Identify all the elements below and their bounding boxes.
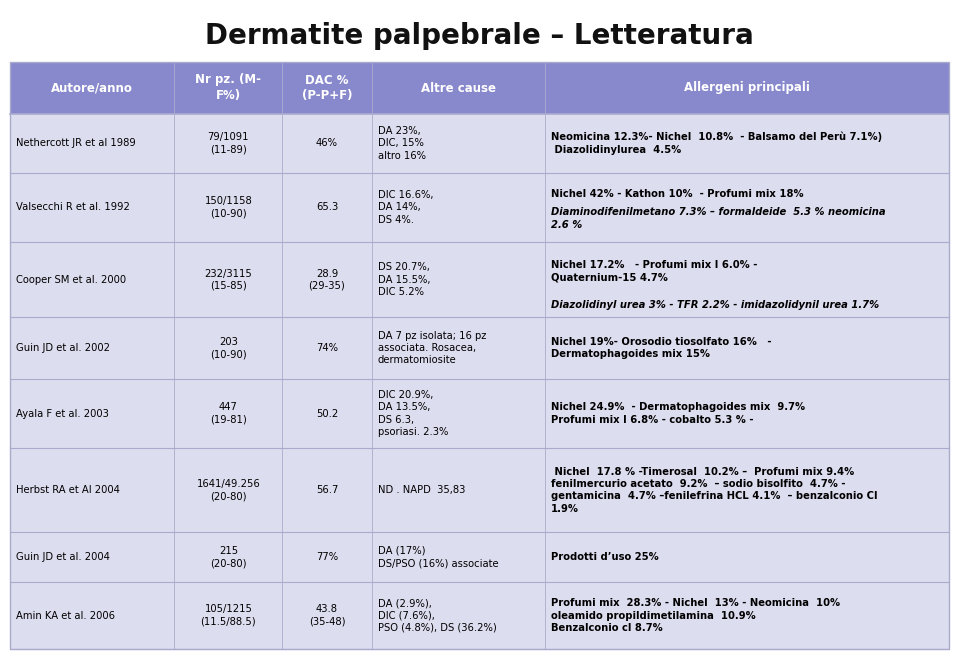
Bar bbox=[10, 582, 949, 649]
Text: Nichel 42% - Kathon 10%  - Profumi mix 18%: Nichel 42% - Kathon 10% - Profumi mix 18… bbox=[551, 189, 804, 199]
Text: DA 7 pz isolata; 16 pz
associata. Rosacea,
dermatomiosite: DA 7 pz isolata; 16 pz associata. Rosace… bbox=[378, 330, 486, 365]
Text: 150/1158
(10-90): 150/1158 (10-90) bbox=[204, 196, 252, 219]
Bar bbox=[10, 62, 949, 114]
Text: DA (17%)
DS/PSO (16%) associate: DA (17%) DS/PSO (16%) associate bbox=[378, 546, 498, 568]
Bar bbox=[10, 114, 949, 173]
Text: DA (2.9%),
DIC (7.6%),
PSO (4.8%), DS (36.2%): DA (2.9%), DIC (7.6%), PSO (4.8%), DS (3… bbox=[378, 598, 496, 633]
Text: 105/1215
(11.5/88.5): 105/1215 (11.5/88.5) bbox=[200, 604, 256, 627]
Text: Neomicina 12.3%- Nichel  10.8%  - Balsamo del Perù 7.1%)
 Diazolidinylurea  4.5%: Neomicina 12.3%- Nichel 10.8% - Balsamo … bbox=[551, 132, 882, 154]
Text: Cooper SM et al. 2000: Cooper SM et al. 2000 bbox=[16, 275, 127, 284]
Text: 203
(10-90): 203 (10-90) bbox=[210, 337, 246, 359]
Bar bbox=[10, 62, 949, 649]
Text: 46%: 46% bbox=[316, 138, 338, 148]
Text: Altre cause: Altre cause bbox=[421, 81, 496, 95]
Text: 447
(19-81): 447 (19-81) bbox=[210, 402, 246, 424]
Text: Diazolidinyl urea 3% - TFR 2.2% - imidazolidynil urea 1.7%: Diazolidinyl urea 3% - TFR 2.2% - imidaz… bbox=[551, 300, 879, 309]
Text: Valsecchi R et al. 1992: Valsecchi R et al. 1992 bbox=[16, 202, 129, 212]
Bar bbox=[10, 532, 949, 582]
Bar bbox=[10, 378, 949, 448]
Text: ND . NAPD  35,83: ND . NAPD 35,83 bbox=[378, 485, 465, 495]
Text: 50.2: 50.2 bbox=[316, 409, 338, 419]
Text: Diaminodifenilmetano 7.3% – formaldeide  5.3 % neomicina
2.6 %: Diaminodifenilmetano 7.3% – formaldeide … bbox=[551, 208, 886, 230]
Bar bbox=[10, 242, 949, 317]
Text: Nichel  17.8 % -Timerosal  10.2% –  Profumi mix 9.4%
fenilmercurio acetato  9.2%: Nichel 17.8 % -Timerosal 10.2% – Profumi… bbox=[551, 466, 877, 514]
Text: 65.3: 65.3 bbox=[316, 202, 338, 212]
Text: DS 20.7%,
DA 15.5%,
DIC 5.2%: DS 20.7%, DA 15.5%, DIC 5.2% bbox=[378, 262, 430, 297]
Text: Nr pz. (M-
F%): Nr pz. (M- F%) bbox=[196, 74, 261, 102]
Text: Dermatite palpebrale – Letteratura: Dermatite palpebrale – Letteratura bbox=[205, 22, 754, 50]
Bar bbox=[10, 173, 949, 242]
Text: 1641/49.256
(20-80): 1641/49.256 (20-80) bbox=[197, 479, 260, 501]
Bar bbox=[10, 317, 949, 378]
Text: Nichel 19%- Orosodio tiosolfato 16%   -
Dermatophagoides mix 15%: Nichel 19%- Orosodio tiosolfato 16% - De… bbox=[551, 337, 772, 359]
Text: Prodotti d’uso 25%: Prodotti d’uso 25% bbox=[551, 552, 659, 562]
Text: Nichel 24.9%  - Dermatophagoides mix  9.7%
Profumi mix I 6.8% - cobalto 5.3 % -: Nichel 24.9% - Dermatophagoides mix 9.7%… bbox=[551, 402, 806, 424]
Text: DAC %
(P-P+F): DAC % (P-P+F) bbox=[302, 74, 352, 102]
Text: DIC 16.6%,
DA 14%,
DS 4%.: DIC 16.6%, DA 14%, DS 4%. bbox=[378, 190, 433, 225]
Text: Herbst RA et Al 2004: Herbst RA et Al 2004 bbox=[16, 485, 120, 495]
Text: 43.8
(35-48): 43.8 (35-48) bbox=[309, 604, 345, 627]
Text: 232/3115
(15-85): 232/3115 (15-85) bbox=[204, 269, 252, 291]
Text: Profumi mix  28.3% - Nichel  13% - Neomicina  10%
oleamido propildimetilamina  1: Profumi mix 28.3% - Nichel 13% - Neomici… bbox=[551, 598, 840, 633]
Text: Guin JD et al. 2004: Guin JD et al. 2004 bbox=[16, 552, 110, 562]
Text: Nethercott JR et al 1989: Nethercott JR et al 1989 bbox=[16, 138, 136, 148]
Text: Guin JD et al. 2002: Guin JD et al. 2002 bbox=[16, 343, 110, 353]
Text: Autore/anno: Autore/anno bbox=[51, 81, 133, 95]
Bar bbox=[10, 448, 949, 532]
Text: 28.9
(29-35): 28.9 (29-35) bbox=[309, 269, 345, 291]
Text: DIC 20.9%,
DA 13.5%,
DS 6.3,
psoriasi. 2.3%: DIC 20.9%, DA 13.5%, DS 6.3, psoriasi. 2… bbox=[378, 390, 448, 437]
Text: Amin KA et al. 2006: Amin KA et al. 2006 bbox=[16, 610, 115, 621]
Text: Ayala F et al. 2003: Ayala F et al. 2003 bbox=[16, 409, 109, 419]
Text: 56.7: 56.7 bbox=[316, 485, 339, 495]
Text: 79/1091
(11-89): 79/1091 (11-89) bbox=[207, 132, 249, 154]
Text: DA 23%,
DIC, 15%
altro 16%: DA 23%, DIC, 15% altro 16% bbox=[378, 126, 426, 161]
Text: 77%: 77% bbox=[316, 552, 338, 562]
Text: 215
(20-80): 215 (20-80) bbox=[210, 546, 246, 568]
Text: Allergeni principali: Allergeni principali bbox=[684, 81, 810, 95]
Text: Nichel 17.2%   - Profumi mix I 6.0% -
Quaternium-15 4.7%: Nichel 17.2% - Profumi mix I 6.0% - Quat… bbox=[551, 260, 758, 283]
Text: 74%: 74% bbox=[316, 343, 338, 353]
